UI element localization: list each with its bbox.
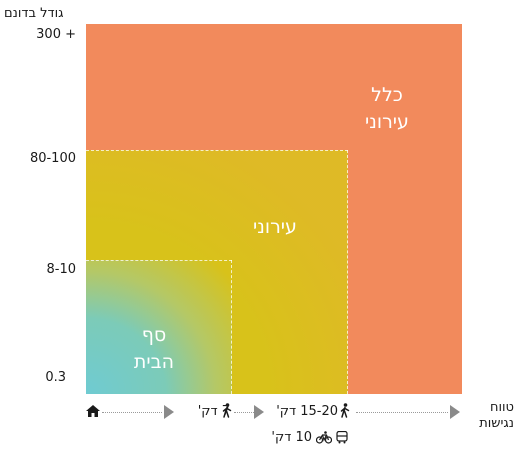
y-tick-300: 300 + — [36, 27, 76, 42]
x-axis-arrow-2 — [254, 405, 264, 419]
y-axis-title: גודל בדונם — [4, 6, 64, 21]
home-boundary-top — [86, 260, 232, 261]
urban-boundary-right — [347, 150, 348, 394]
home-threshold-zone — [86, 260, 232, 394]
scale-diagram: כלל עירוני עירוני סף הבית — [86, 24, 462, 394]
bike-icon — [316, 431, 332, 444]
home-threshold-label: סף הבית — [133, 324, 175, 373]
home-boundary-right — [231, 260, 232, 394]
y-tick-0-3: 0.3 — [45, 370, 66, 385]
citywide-zone-label: כלל עירוני — [365, 84, 409, 133]
x-axis-segment-1 — [102, 412, 162, 413]
x-axis-arrow-1 — [164, 405, 174, 419]
urban-zone-label: עירוני — [253, 216, 297, 238]
home-icon — [86, 405, 100, 417]
bus-icon — [336, 431, 348, 444]
x-axis-segment-2 — [234, 412, 254, 413]
x-axis-arrow-3 — [450, 405, 460, 419]
y-tick-80-100: 80-100 — [29, 151, 76, 166]
walk-icon — [340, 403, 350, 418]
x-axis-segment-3 — [356, 412, 448, 413]
x-axis-title: טווח נגישות — [479, 400, 514, 431]
urban-boundary-top — [86, 150, 348, 151]
y-tick-8-10: 8-10 — [46, 262, 76, 277]
walk-icon — [222, 403, 232, 418]
x-mark-15-20-min: 15-20 דק' — [276, 404, 338, 419]
x-mark-10-min: 10 דק' — [271, 430, 312, 445]
